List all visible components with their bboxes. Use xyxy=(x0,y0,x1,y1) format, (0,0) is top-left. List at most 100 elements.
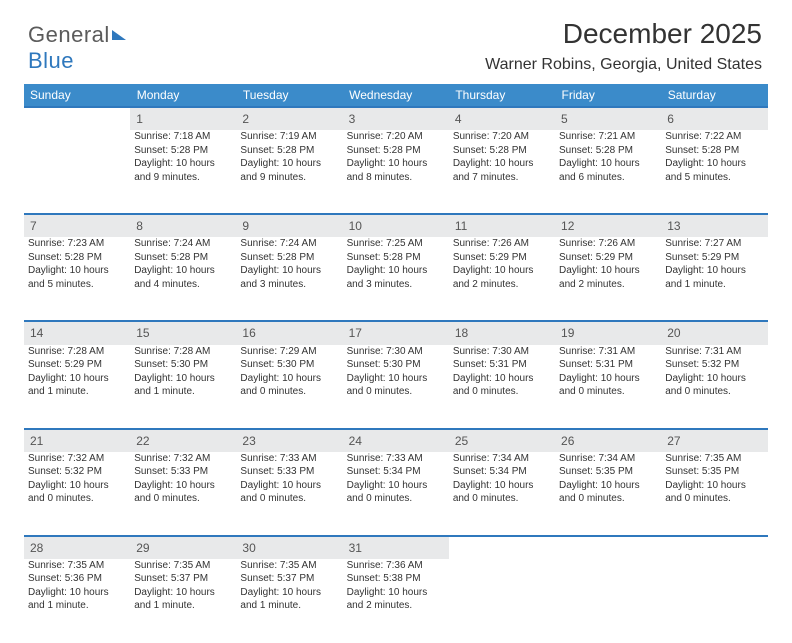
sunrise-text: Sunrise: 7:24 AM xyxy=(134,237,232,251)
day-number: 30 xyxy=(236,536,342,559)
sunset-text: Sunset: 5:30 PM xyxy=(240,358,338,372)
header-friday: Friday xyxy=(555,84,661,107)
day-cell: Sunrise: 7:35 AMSunset: 5:37 PMDaylight:… xyxy=(236,559,342,643)
sunset-text: Sunset: 5:31 PM xyxy=(559,358,657,372)
day-number: 5 xyxy=(555,107,661,130)
day-cell: Sunrise: 7:34 AMSunset: 5:35 PMDaylight:… xyxy=(555,452,661,536)
sunrise-text: Sunrise: 7:22 AM xyxy=(665,130,763,144)
logo-word1: General xyxy=(28,22,110,47)
day2-text: and 1 minute. xyxy=(665,278,763,292)
day-number: 24 xyxy=(343,429,449,452)
header-tuesday: Tuesday xyxy=(236,84,342,107)
day-cell: Sunrise: 7:21 AMSunset: 5:28 PMDaylight:… xyxy=(555,130,661,214)
logo-triangle-icon xyxy=(112,30,126,40)
day2-text: and 1 minute. xyxy=(28,599,126,613)
day-number: 27 xyxy=(661,429,767,452)
day1-text: Daylight: 10 hours xyxy=(134,479,232,493)
day2-text: and 0 minutes. xyxy=(665,492,763,506)
day-cell: Sunrise: 7:35 AMSunset: 5:36 PMDaylight:… xyxy=(24,559,130,643)
day1-text: Daylight: 10 hours xyxy=(240,157,338,171)
day-number: 19 xyxy=(555,321,661,344)
day-cell: Sunrise: 7:30 AMSunset: 5:31 PMDaylight:… xyxy=(449,345,555,429)
day2-text: and 0 minutes. xyxy=(347,385,445,399)
day-number: 18 xyxy=(449,321,555,344)
sunrise-text: Sunrise: 7:20 AM xyxy=(453,130,551,144)
day-number: 23 xyxy=(236,429,342,452)
day1-text: Daylight: 10 hours xyxy=(134,586,232,600)
day-cell: Sunrise: 7:32 AMSunset: 5:33 PMDaylight:… xyxy=(130,452,236,536)
sunset-text: Sunset: 5:37 PM xyxy=(240,572,338,586)
sunrise-text: Sunrise: 7:18 AM xyxy=(134,130,232,144)
day2-text: and 1 minute. xyxy=(240,599,338,613)
sunset-text: Sunset: 5:28 PM xyxy=(347,251,445,265)
location-subtitle: Warner Robins, Georgia, United States xyxy=(485,56,762,74)
day-number: 13 xyxy=(661,214,767,237)
sunset-text: Sunset: 5:33 PM xyxy=(134,465,232,479)
day-cell: Sunrise: 7:26 AMSunset: 5:29 PMDaylight:… xyxy=(449,237,555,321)
day-number xyxy=(555,536,661,559)
day2-text: and 4 minutes. xyxy=(134,278,232,292)
day2-text: and 0 minutes. xyxy=(559,492,657,506)
header-wednesday: Wednesday xyxy=(343,84,449,107)
sunset-text: Sunset: 5:33 PM xyxy=(240,465,338,479)
sunset-text: Sunset: 5:28 PM xyxy=(134,144,232,158)
sunset-text: Sunset: 5:28 PM xyxy=(240,251,338,265)
day-cell: Sunrise: 7:35 AMSunset: 5:35 PMDaylight:… xyxy=(661,452,767,536)
sunset-text: Sunset: 5:35 PM xyxy=(559,465,657,479)
day1-text: Daylight: 10 hours xyxy=(453,157,551,171)
day2-text: and 9 minutes. xyxy=(134,171,232,185)
content-row: Sunrise: 7:18 AMSunset: 5:28 PMDaylight:… xyxy=(24,130,768,214)
daynum-row: 21222324252627 xyxy=(24,429,768,452)
day-number: 14 xyxy=(24,321,130,344)
day2-text: and 3 minutes. xyxy=(240,278,338,292)
day1-text: Daylight: 10 hours xyxy=(559,264,657,278)
day2-text: and 0 minutes. xyxy=(134,492,232,506)
sunset-text: Sunset: 5:29 PM xyxy=(28,358,126,372)
day2-text: and 3 minutes. xyxy=(347,278,445,292)
sunrise-text: Sunrise: 7:26 AM xyxy=(453,237,551,251)
day-number: 1 xyxy=(130,107,236,130)
day-cell xyxy=(449,559,555,643)
sunset-text: Sunset: 5:37 PM xyxy=(134,572,232,586)
day2-text: and 0 minutes. xyxy=(453,385,551,399)
day-cell: Sunrise: 7:36 AMSunset: 5:38 PMDaylight:… xyxy=(343,559,449,643)
sunrise-text: Sunrise: 7:20 AM xyxy=(347,130,445,144)
sunset-text: Sunset: 5:30 PM xyxy=(134,358,232,372)
day2-text: and 2 minutes. xyxy=(453,278,551,292)
day2-text: and 0 minutes. xyxy=(240,385,338,399)
sunset-text: Sunset: 5:36 PM xyxy=(28,572,126,586)
day2-text: and 1 minute. xyxy=(134,599,232,613)
sunrise-text: Sunrise: 7:24 AM xyxy=(240,237,338,251)
day-cell: Sunrise: 7:24 AMSunset: 5:28 PMDaylight:… xyxy=(130,237,236,321)
daynum-row: 14151617181920 xyxy=(24,321,768,344)
day1-text: Daylight: 10 hours xyxy=(347,372,445,386)
day1-text: Daylight: 10 hours xyxy=(453,479,551,493)
day1-text: Daylight: 10 hours xyxy=(28,479,126,493)
day-number: 11 xyxy=(449,214,555,237)
sunset-text: Sunset: 5:30 PM xyxy=(347,358,445,372)
day1-text: Daylight: 10 hours xyxy=(559,372,657,386)
content-row: Sunrise: 7:32 AMSunset: 5:32 PMDaylight:… xyxy=(24,452,768,536)
day2-text: and 7 minutes. xyxy=(453,171,551,185)
day-number xyxy=(449,536,555,559)
sunset-text: Sunset: 5:29 PM xyxy=(665,251,763,265)
sunrise-text: Sunrise: 7:35 AM xyxy=(665,452,763,466)
day-cell: Sunrise: 7:32 AMSunset: 5:32 PMDaylight:… xyxy=(24,452,130,536)
day-number: 9 xyxy=(236,214,342,237)
day1-text: Daylight: 10 hours xyxy=(559,157,657,171)
sunrise-text: Sunrise: 7:31 AM xyxy=(559,345,657,359)
sunset-text: Sunset: 5:32 PM xyxy=(28,465,126,479)
day2-text: and 1 minute. xyxy=(134,385,232,399)
day-cell: Sunrise: 7:31 AMSunset: 5:31 PMDaylight:… xyxy=(555,345,661,429)
day-cell: Sunrise: 7:20 AMSunset: 5:28 PMDaylight:… xyxy=(449,130,555,214)
day-number: 15 xyxy=(130,321,236,344)
sunset-text: Sunset: 5:32 PM xyxy=(665,358,763,372)
sunset-text: Sunset: 5:28 PM xyxy=(453,144,551,158)
day2-text: and 0 minutes. xyxy=(240,492,338,506)
content-row: Sunrise: 7:35 AMSunset: 5:36 PMDaylight:… xyxy=(24,559,768,643)
day2-text: and 9 minutes. xyxy=(240,171,338,185)
day-cell: Sunrise: 7:27 AMSunset: 5:29 PMDaylight:… xyxy=(661,237,767,321)
day-number: 7 xyxy=(24,214,130,237)
day-number: 20 xyxy=(661,321,767,344)
day2-text: and 0 minutes. xyxy=(347,492,445,506)
